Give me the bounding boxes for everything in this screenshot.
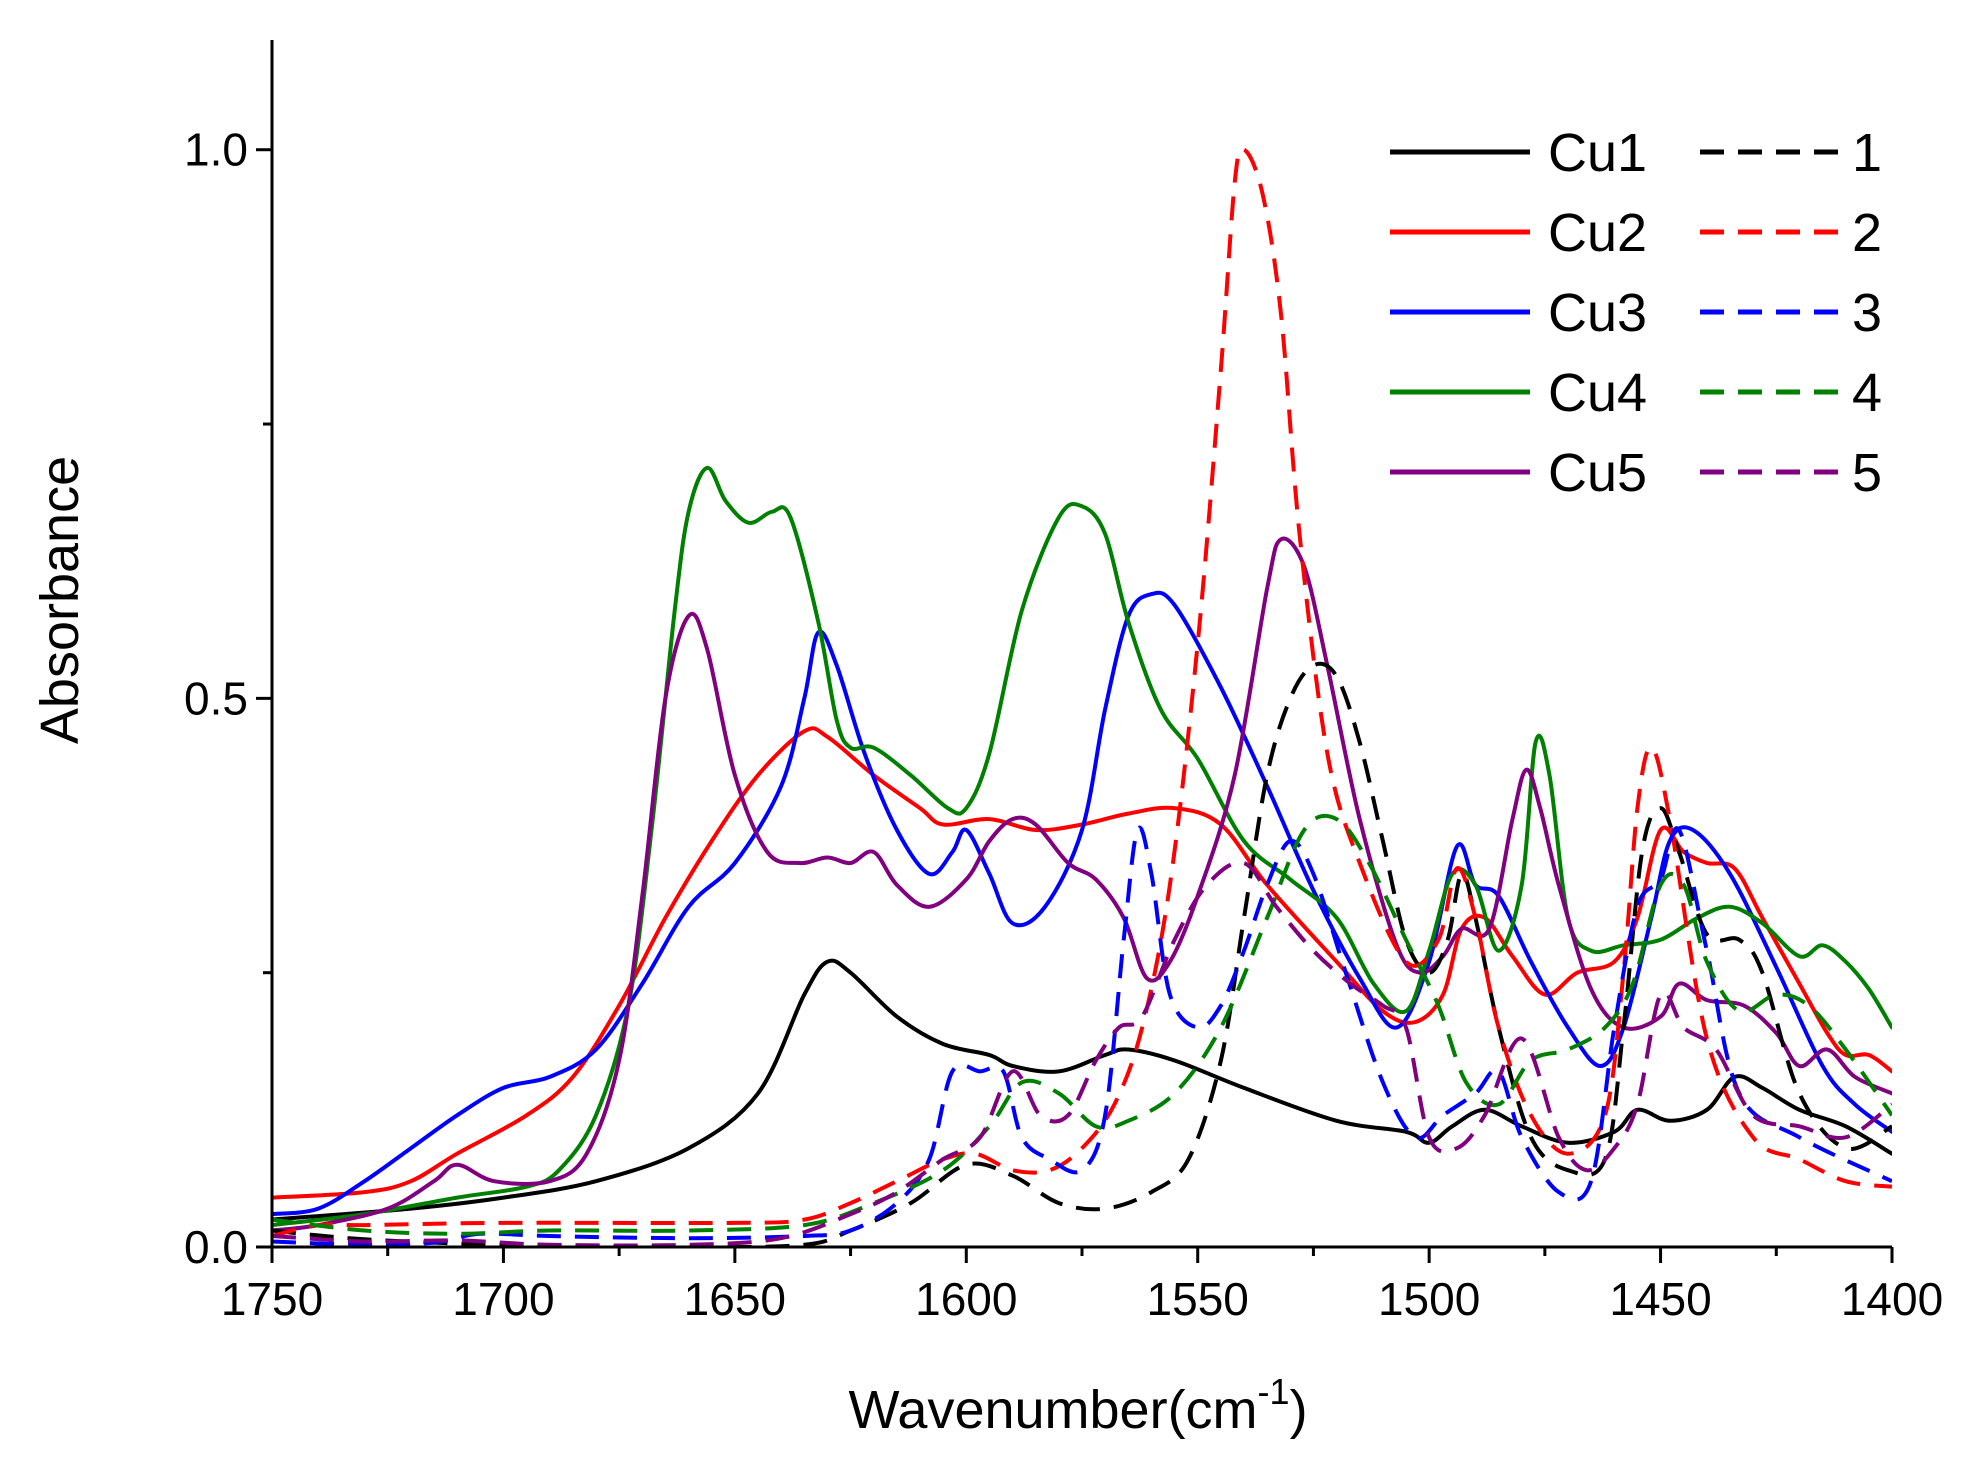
x-tick-label-1700: 1700 <box>452 1273 554 1325</box>
x-axis-title-main: Wavenumber(cm <box>848 1380 1257 1440</box>
series-line-dashed-2 <box>272 146 1892 1238</box>
legend-label-cu5: Cu5 <box>1548 443 1647 503</box>
y-tick-label-0.5: 0.5 <box>184 672 248 724</box>
x-tick-label-1750: 1750 <box>221 1273 323 1325</box>
y-axis-title: Absorbance <box>30 456 90 744</box>
x-tick-label-1600: 1600 <box>915 1273 1017 1325</box>
series-line-dashed-5 <box>272 860 1892 1247</box>
y-tick-label-0: 0.0 <box>184 1221 248 1273</box>
series-line-dashed-4 <box>272 813 1892 1236</box>
x-tick-label-1550: 1550 <box>1147 1273 1249 1325</box>
series-line-solid-cu5 <box>272 536 1892 1233</box>
legend-label-cu2: Cu2 <box>1548 203 1647 263</box>
series-line-solid-cu2 <box>272 726 1892 1200</box>
legend-label-cu1: Cu1 <box>1548 123 1647 183</box>
x-tick-label-1450: 1450 <box>1609 1273 1711 1325</box>
legend: Cu1 Cu2 Cu3 Cu4 Cu5 1 2 3 4 5 <box>1390 123 1882 503</box>
series-line-dashed-3 <box>272 825 1892 1247</box>
series-line-solid-cu4 <box>272 465 1892 1228</box>
x-axis-title: Wavenumber(cm-1) <box>848 1371 1307 1440</box>
y-tick-label-1: 1.0 <box>184 124 248 176</box>
x-tick-label-1650: 1650 <box>684 1273 786 1325</box>
legend-label-dashed-3: 3 <box>1852 283 1882 343</box>
x-axis-title-suffix: ) <box>1290 1380 1308 1440</box>
series-layer <box>272 146 1892 1247</box>
x-tick-label-1500: 1500 <box>1378 1273 1480 1325</box>
legend-label-dashed-5: 5 <box>1852 443 1882 503</box>
x-axis-title-superscript: -1 <box>1258 1371 1290 1412</box>
axes-layer: 1750 1700 1650 1600 1550 1500 1450 1400 0.0 0.5 1.… <box>184 40 1943 1325</box>
series-line-solid-cu1 <box>272 958 1892 1222</box>
legend-label-dashed-4: 4 <box>1852 363 1882 423</box>
series-line-dashed-1 <box>272 661 1892 1247</box>
legend-label-dashed-2: 2 <box>1852 203 1882 263</box>
x-tick-label-1400: 1400 <box>1841 1273 1943 1325</box>
legend-label-cu3: Cu3 <box>1548 283 1647 343</box>
legend-label-cu4: Cu4 <box>1548 363 1647 423</box>
legend-label-dashed-1: 1 <box>1852 123 1882 183</box>
